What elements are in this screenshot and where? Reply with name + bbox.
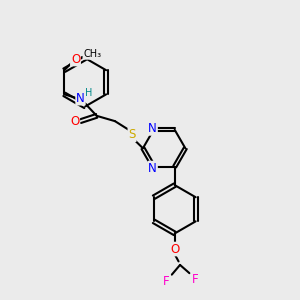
Text: H: H xyxy=(85,88,92,98)
Text: F: F xyxy=(191,273,198,286)
Text: O: O xyxy=(170,242,179,256)
Text: CH₃: CH₃ xyxy=(83,49,101,59)
Text: F: F xyxy=(163,274,170,288)
Text: N: N xyxy=(148,122,157,135)
Text: O: O xyxy=(71,52,80,65)
Text: S: S xyxy=(128,128,136,141)
Text: N: N xyxy=(148,162,157,175)
Text: N: N xyxy=(76,92,85,105)
Text: O: O xyxy=(70,115,79,128)
